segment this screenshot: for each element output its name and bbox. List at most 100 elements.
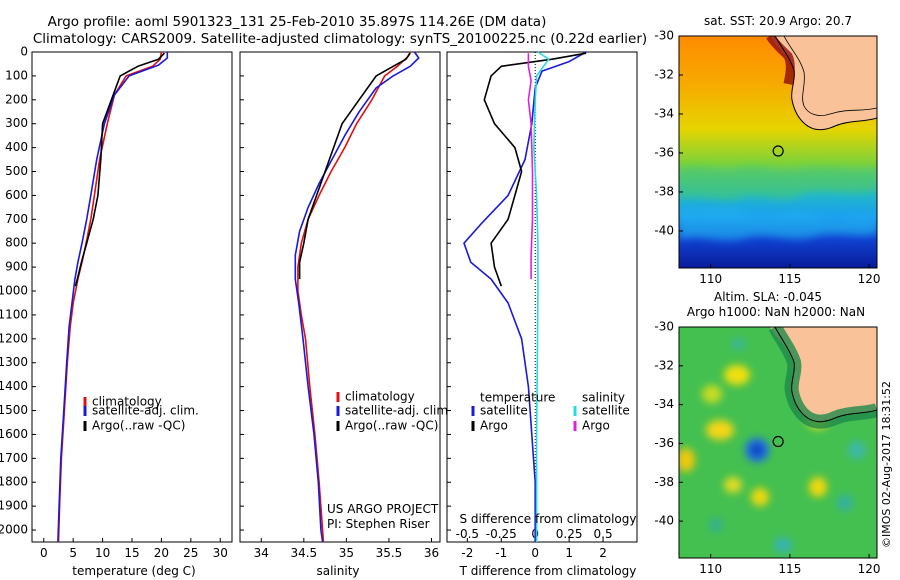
legend-argo-label: Argo(..raw -QC): [92, 419, 185, 433]
profile-line-temperature-satellite: [463, 51, 587, 542]
y-tick-label: 200: [5, 92, 28, 106]
x-tick-label: 5: [69, 546, 77, 560]
x-tick-label: 35: [339, 546, 354, 560]
temperature-plot-frame: [31, 51, 233, 543]
legend-sal-satellite-label: satellite: [582, 404, 630, 418]
x-tick-label: 2: [599, 546, 607, 560]
temperature-profiles: [57, 51, 169, 543]
profile-line-argo-raw-qc-: [74, 52, 165, 287]
x-tick-label: 0: [531, 546, 539, 560]
y-tick-label: 700: [5, 212, 28, 226]
salinity-axis: 34 34.5 35 35.5 36: [254, 538, 439, 560]
sst-map-lat-axis: -30 -32 -34 -36 -38 -40: [654, 29, 683, 237]
y-tick-label: 1700: [0, 451, 28, 465]
salinity-legend: climatology satellite-adj. clim. Argo(..…: [336, 390, 452, 433]
difference-panel: -2 -1 0 1 2 -0.5 -0.25 0 0.25 0.5 temperature sa…: [446, 51, 638, 578]
top-x-tick-label: 0.5: [594, 527, 613, 541]
temperature-legend: climatology satellite-adj. clim. Argo(..…: [83, 395, 199, 433]
temperature-xlabel: temperature (deg C): [72, 564, 195, 578]
salinity-panel: 34 34.5 35 35.5 36 climatology satellite-adj…: [239, 51, 452, 578]
pi-credit: PI: Stephen Riser: [327, 517, 430, 531]
lat-tick-label: -34: [654, 397, 674, 411]
top-x-tick-label: -0.25: [486, 527, 517, 541]
sst-field: [679, 36, 877, 268]
lat-tick-label: -30: [654, 320, 674, 334]
figure-title-line1: Argo profile: aoml 5901323_131 25-Feb-20…: [48, 14, 547, 30]
salinity-depth-ticks: [240, 51, 244, 531]
lon-tick-label: 120: [858, 562, 881, 576]
legend-temp-argo-label: Argo: [480, 419, 508, 433]
top-x-tick-label: 0.25: [556, 527, 583, 541]
y-tick-label: 2000: [0, 523, 28, 537]
sla-map-frame: [678, 326, 878, 559]
sst-front-band: [679, 165, 877, 201]
lat-tick-label: -34: [654, 106, 674, 120]
x-tick-label: 10: [95, 546, 110, 560]
y-tick-label: 1800: [0, 475, 28, 489]
x-tick-label: 0: [40, 546, 48, 560]
lon-tick-label: 115: [778, 272, 801, 286]
profile-line-satellite-adj-clim-: [294, 51, 420, 543]
temperature-axis: 0 5 10 15 20 25 30: [40, 538, 228, 560]
depth-contour: [783, 36, 877, 116]
profile-line-satellite-adj-clim-: [57, 52, 169, 543]
depth-axis: 0 100 200 300 400 500 600 700 800 900 1000 1100 1200…: [0, 45, 36, 537]
sst-map-lon-axis: 110 115 120: [699, 264, 881, 286]
y-tick-label: 600: [5, 188, 28, 202]
legend-argo-label: Argo(..raw -QC): [345, 419, 438, 433]
temperature-panel: 0100200300400500600700800900100011001200…: [0, 45, 233, 578]
profile-line-climatology: [297, 51, 411, 543]
y-tick-label: 900: [5, 260, 28, 274]
x-tick-label: 34.5: [290, 546, 317, 560]
sst-map-frame: [678, 35, 878, 269]
sla-map-title: Altim. SLA: -0.045: [714, 290, 822, 304]
legend-climatology-label: climatology: [345, 390, 415, 404]
argo-location-marker: [772, 145, 784, 157]
coastline: [774, 327, 877, 423]
project-credit: US ARGO PROJECT: [327, 502, 439, 516]
lon-tick-label: 110: [699, 562, 722, 576]
lat-tick-label: -32: [654, 358, 674, 372]
coastline: [774, 36, 877, 131]
sla-map-lat-axis: -30 -32 -34 -36 -38 -40: [654, 320, 683, 528]
difference-legend: temperature salinity satellite Argo sate…: [471, 391, 630, 433]
x-tick-label: 15: [124, 546, 139, 560]
y-tick-label: 1100: [0, 307, 28, 321]
x-tick-label: 20: [154, 546, 169, 560]
profile-line-temperature-argo: [483, 52, 587, 287]
legend-satellite-label: satellite-adj. clim.: [345, 404, 452, 418]
legend-sal-argo-label: Argo: [582, 419, 610, 433]
y-tick-label: 400: [5, 140, 28, 154]
sst-cool-band: [679, 205, 877, 241]
lat-tick-label: -38: [654, 184, 674, 198]
sla-map-lon-axis: 110 115 120: [699, 554, 881, 576]
salinity-xlabel: salinity: [316, 564, 359, 578]
lat-tick-label: -36: [654, 436, 674, 450]
s-difference-axis: -0.5 -0.25 0 0.25 0.5: [456, 527, 613, 541]
salinity-plot-frame: [239, 51, 441, 543]
lat-tick-label: -40: [654, 514, 674, 528]
legend-temp-satellite-label: satellite: [480, 404, 528, 418]
x-tick-label: -2: [461, 546, 473, 560]
x-tick-label: 34: [254, 546, 269, 560]
sla-map-subtitle: Argo h1000: NaN h2000: NaN: [687, 305, 865, 319]
y-tick-label: 1600: [0, 427, 28, 441]
x-tick-label: -1: [495, 546, 507, 560]
sst-map-title: sat. SST: 20.9 Argo: 20.7: [704, 14, 852, 28]
profile-line-salinity-argo: [527, 53, 534, 280]
top-x-tick-label: -0.5: [456, 527, 479, 541]
sla-map: Altim. SLA: -0.045 Argo h1000: NaN h2000…: [654, 290, 880, 576]
difference-profiles: [463, 51, 587, 542]
y-tick-label: 0: [20, 45, 28, 59]
lat-tick-label: -40: [654, 223, 674, 237]
salinity-profiles: [294, 51, 420, 543]
lat-tick-label: -32: [654, 67, 674, 81]
lon-tick-label: 120: [858, 272, 881, 286]
y-tick-label: 1500: [0, 403, 28, 417]
legend-climatology-label: climatology: [92, 395, 162, 409]
figure-title-line2: Climatology: CARS2009. Satellite-adjuste…: [33, 31, 647, 47]
profile-line-argo-raw-qc-: [298, 52, 411, 280]
lon-tick-label: 115: [778, 562, 801, 576]
lat-tick-label: -36: [654, 145, 674, 159]
